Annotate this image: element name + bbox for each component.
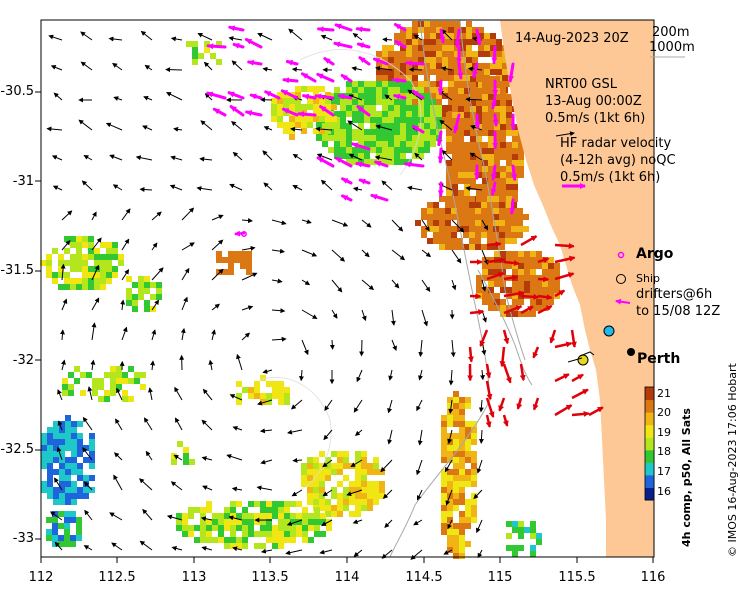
contour-label-1000m: 1000m — [649, 40, 695, 55]
colorbar-title: 4h comp, p50, All Sats — [680, 408, 693, 547]
ship-position-marker — [577, 354, 589, 366]
argo-marker-icon — [617, 251, 625, 259]
model-label-date: 13-Aug 00:00Z — [545, 94, 642, 109]
hf-radar-arrows — [467, 235, 604, 428]
colorbar-tick: 19 — [657, 426, 671, 439]
x-tick-label: 114 — [334, 570, 360, 585]
mooring-marker — [603, 325, 615, 337]
y-tick-label: -33 — [12, 531, 34, 546]
contour-label-200m: 200m — [652, 25, 690, 40]
x-tick-label: 112.5 — [98, 570, 136, 585]
land-area — [500, 20, 654, 557]
y-tick-label: -32 — [12, 353, 34, 368]
hf-label-title: HF radar velocity — [560, 136, 672, 151]
y-tick-label: -31.5 — [0, 263, 34, 278]
x-tick-label: 114.5 — [405, 570, 443, 585]
colorbar-tick: 21 — [657, 387, 671, 400]
credit-text: © IMOS 16-Aug-2023 17:06 Hobart — [726, 363, 739, 557]
y-tick-label: -32.5 — [0, 442, 34, 457]
drifters-label-line2: to 15/08 12Z — [636, 304, 721, 319]
ship-marker-icon — [616, 274, 626, 284]
model-current-arrows — [46, 28, 489, 560]
y-tick-label: -31 — [12, 174, 34, 189]
x-tick-label: 113.5 — [251, 570, 289, 585]
x-tick-label: 115.5 — [558, 570, 596, 585]
sst-contours — [259, 49, 422, 491]
perth-label: Perth — [637, 351, 681, 367]
y-tick-label: -30.5 — [0, 84, 34, 99]
hf-label-avg: (4-12h avg) noQC — [560, 153, 676, 168]
model-scale-arrow — [555, 131, 575, 137]
colorbar-tick: 16 — [657, 485, 671, 498]
drifters-label-line1: drifters@6h — [636, 287, 713, 302]
perth-city-marker — [627, 348, 635, 356]
x-tick-label: 113 — [181, 570, 207, 585]
x-tick-label: 112 — [28, 570, 54, 585]
argo-label: Argo — [636, 246, 674, 262]
model-label-name: NRT00 GSL — [545, 77, 617, 92]
colorbar-tick: 17 — [657, 465, 671, 478]
hf-label-scale: 0.5m/s (1kt 6h) — [560, 170, 661, 185]
model-label-scale: 0.5m/s (1kt 6h) — [545, 111, 646, 126]
colorbar-tick: 20 — [657, 406, 671, 419]
map-timestamp: 14-Aug-2023 20Z — [515, 31, 629, 46]
colorbar-tick: 18 — [657, 445, 671, 458]
sst-colorbar — [644, 386, 655, 501]
drifter-tracks — [206, 23, 518, 237]
x-tick-label: 116 — [640, 570, 666, 585]
drifter-legend-arrow — [615, 298, 631, 305]
ship-label: Ship — [636, 272, 660, 285]
x-tick-label: 115 — [487, 570, 513, 585]
axis-ticks — [35, 91, 654, 563]
